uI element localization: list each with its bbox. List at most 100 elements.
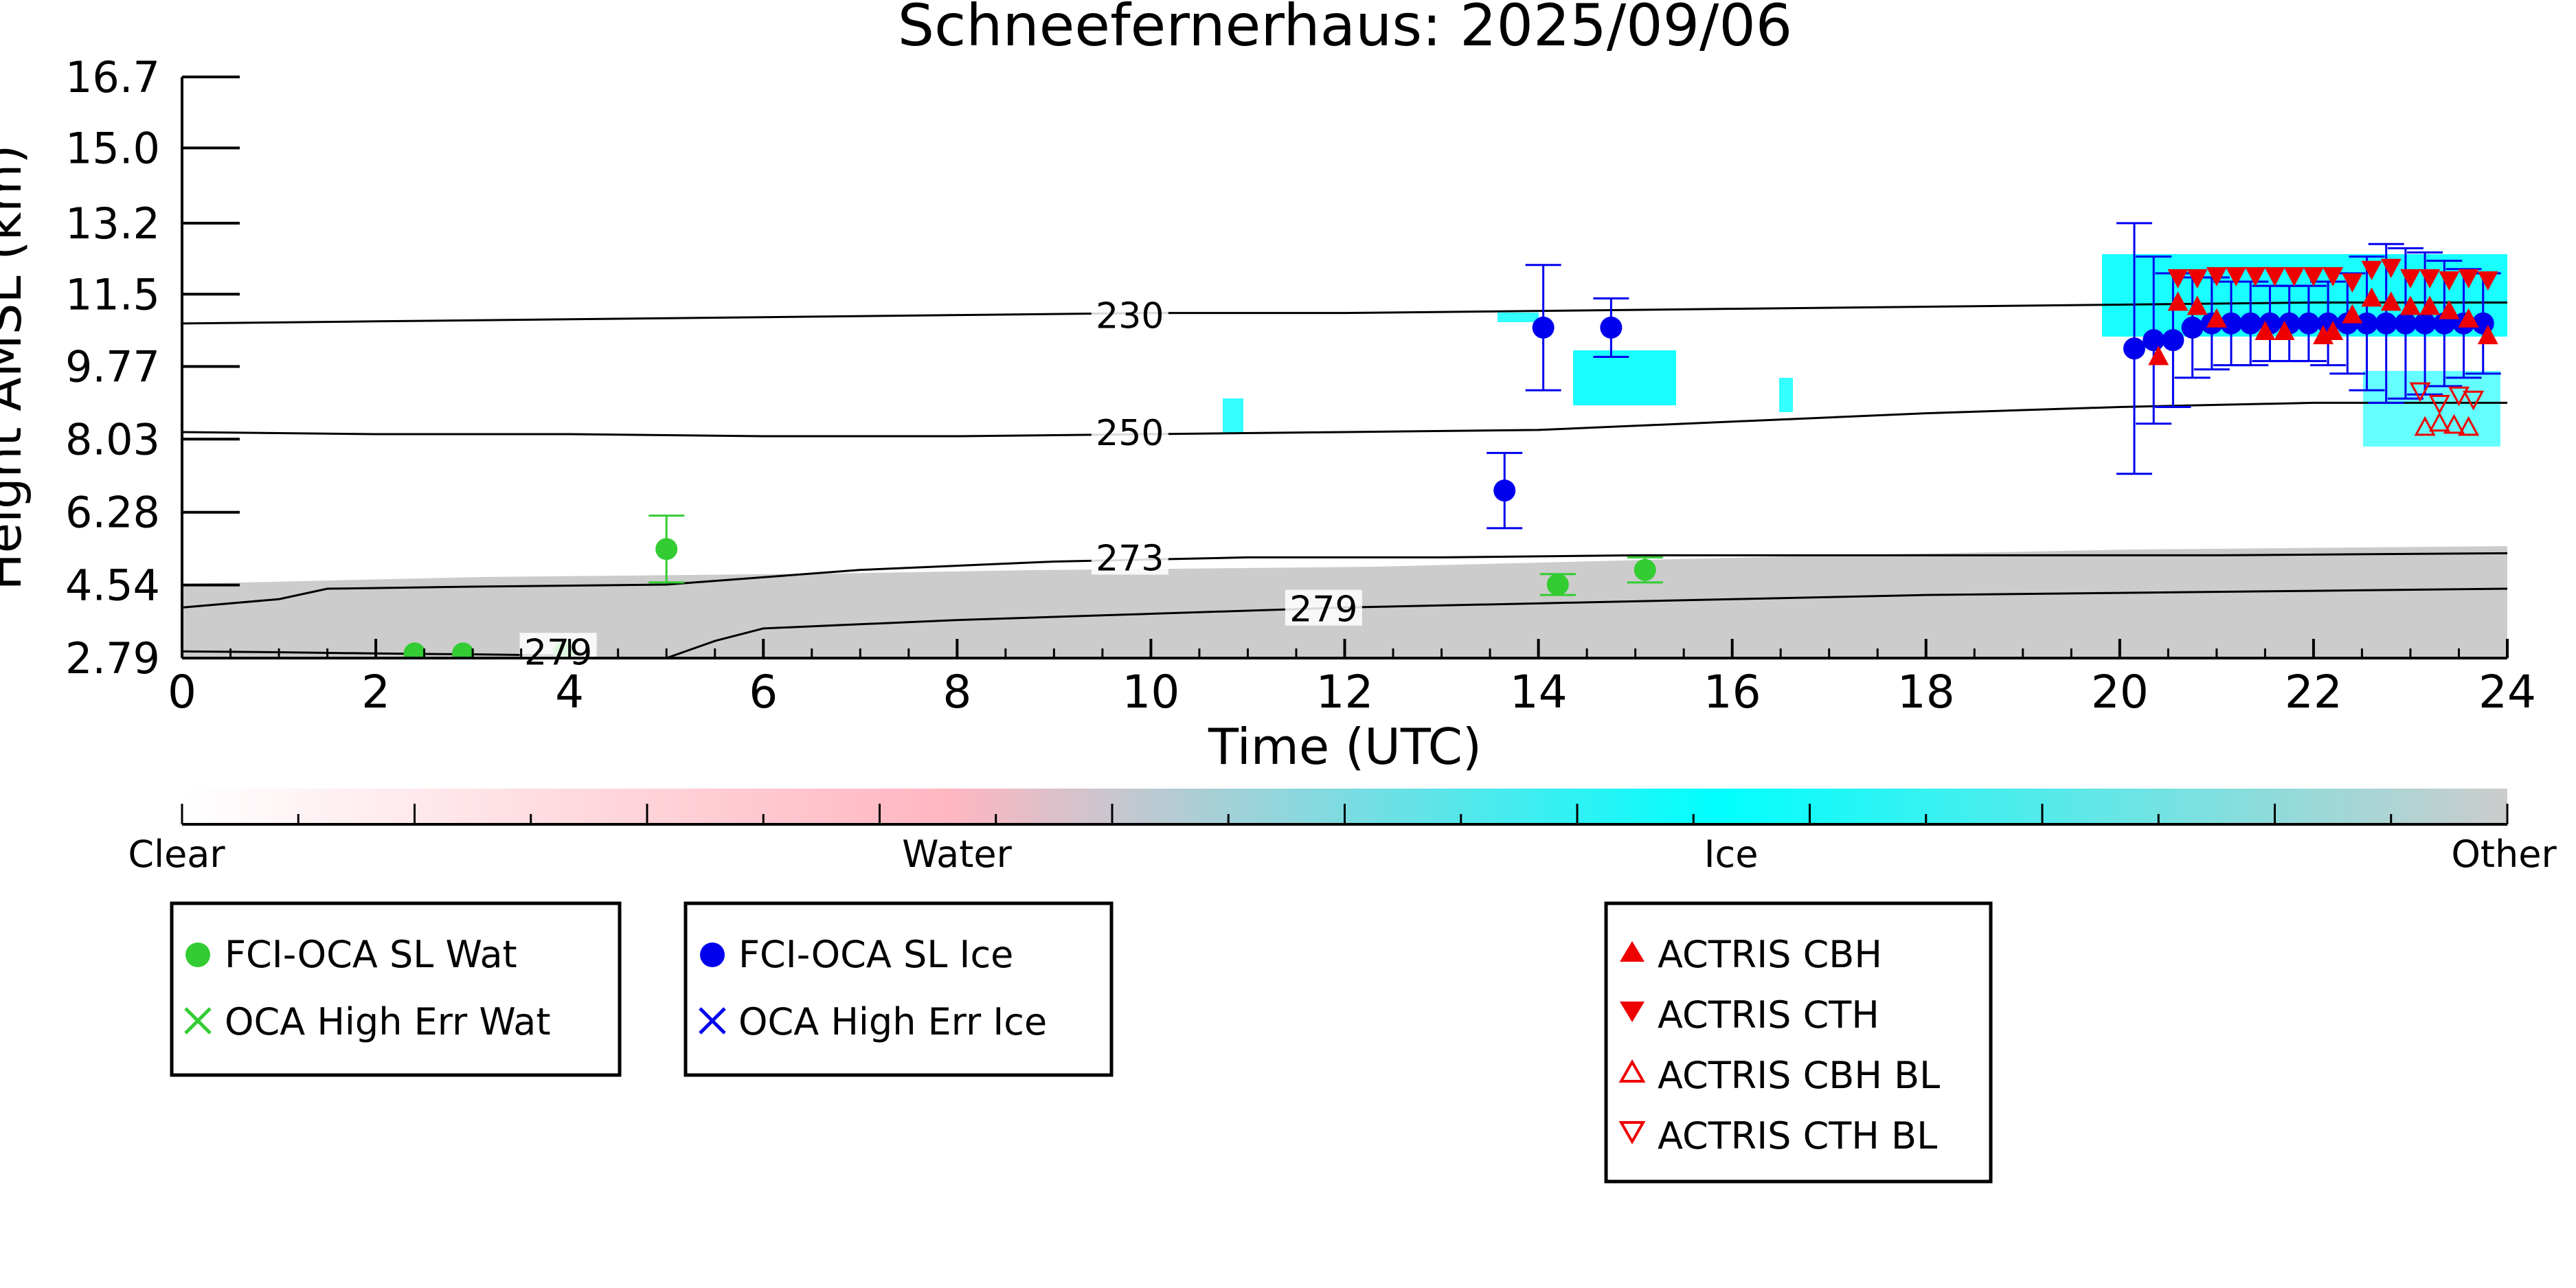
- x-tick-label: 14: [1510, 666, 1568, 719]
- y-tick-label: 4.54: [65, 561, 160, 611]
- point-marker: [2323, 320, 2344, 340]
- point-marker: [2283, 267, 2305, 286]
- colorbar: Clear Water Ice Other: [128, 789, 2557, 876]
- legend-label: ACTRIS CBH: [1658, 933, 1882, 976]
- point-marker: [2458, 269, 2479, 289]
- point-marker: [2355, 312, 2378, 335]
- point-marker: [2380, 291, 2402, 311]
- contour-label-bg: [1091, 414, 1168, 450]
- legend-label: OCA High Err Wat: [225, 1000, 551, 1043]
- legend-circle-icon: [700, 942, 725, 967]
- x-tick-label: 0: [168, 666, 196, 719]
- point-marker: [2443, 414, 2465, 434]
- contour-label-bg: [1091, 539, 1168, 575]
- legend-label: ACTRIS CBH BL: [1658, 1054, 1940, 1097]
- point-marker: [2477, 325, 2498, 345]
- point-marker: [2245, 267, 2266, 286]
- y-tick-label: 11.5: [65, 269, 160, 319]
- x-tick-label: 24: [2478, 666, 2536, 719]
- colorbar-label-clear: Clear: [128, 833, 225, 876]
- legend-actris: ACTRIS CBH ACTRIS CTH ACTRIS CBH BL ACTR…: [1604, 901, 1993, 1184]
- legend-circle-icon: [185, 942, 210, 967]
- axes: 0 2 4 6 8 10 12 14 16 18 20 22 24 2.794.546.288.039.…: [65, 52, 2536, 719]
- contour-label: 250: [1096, 413, 1164, 454]
- point-marker: [2187, 295, 2208, 315]
- point-marker: [1634, 558, 1656, 581]
- point-marker: [2323, 267, 2344, 286]
- y-tick-label: 16.7: [65, 52, 160, 102]
- contour-label-bg: [1285, 589, 1362, 626]
- point-marker: [2342, 273, 2363, 293]
- legend-triangle-down-open-icon: [1618, 1121, 1646, 1145]
- contour-line: [182, 301, 2507, 325]
- x-axis-ticks: 0 2 4 6 8 10 12 14 16 18 20 22 24: [168, 639, 2536, 719]
- point-marker: [2419, 295, 2441, 315]
- colorbar-ticks: [181, 804, 2509, 824]
- contour-labels: 230 250 273 279 279: [519, 296, 1362, 673]
- point-marker: [655, 538, 678, 561]
- point-marker: [403, 642, 426, 658]
- point-marker: [2458, 308, 2479, 328]
- legend-label: OCA High Err Ice: [738, 1000, 1047, 1043]
- x-tick-label: 4: [555, 666, 584, 719]
- point-marker: [2394, 312, 2417, 335]
- point-marker: [2439, 300, 2460, 319]
- temperature-contours: [182, 301, 2507, 658]
- point-marker: [2342, 304, 2363, 324]
- x-tick-label: 22: [2285, 666, 2342, 719]
- point-marker: [2419, 269, 2441, 289]
- legend-label: FCI-OCA SL Wat: [225, 933, 517, 976]
- point-marker: [2167, 269, 2189, 289]
- x-tick-label: 20: [2091, 666, 2149, 719]
- point-marker: [2463, 390, 2485, 411]
- point-marker: [2375, 312, 2397, 335]
- legend-x-icon: [184, 1007, 212, 1035]
- point-marker: [2458, 416, 2480, 436]
- chart-title: Schneefernerhaus: 2025/09/06: [898, 0, 1793, 59]
- legend-label: ACTRIS CTH: [1658, 993, 1879, 1037]
- point-marker: [1546, 573, 1569, 596]
- point-marker: [1493, 479, 1516, 502]
- y-tick-label: 15.0: [65, 123, 160, 173]
- point-marker: [2187, 269, 2208, 289]
- contour-label-bg: [519, 633, 597, 669]
- point-marker: [2264, 267, 2285, 286]
- point-marker: [2428, 411, 2450, 432]
- point-marker: [452, 642, 475, 658]
- point-marker: [2361, 260, 2382, 280]
- point-marker: [2303, 267, 2324, 286]
- point-marker: [2255, 320, 2276, 340]
- contour-line: [666, 587, 2507, 658]
- point-marker: [2206, 267, 2227, 286]
- legend-label: ACTRIS CTH BL: [1658, 1114, 1937, 1157]
- point-marker: [2148, 346, 2169, 365]
- contour-line: [182, 401, 2507, 438]
- x-tick-label: 12: [1316, 666, 1374, 719]
- point-marker: [2409, 382, 2431, 403]
- point-marker: [2297, 312, 2320, 335]
- point-marker: [2439, 271, 2460, 291]
- y-axis-label: Height AMSL (km): [0, 145, 32, 591]
- x-tick-label: 18: [1897, 666, 1955, 719]
- x-tick-label: 8: [942, 666, 971, 719]
- point-marker: [2220, 312, 2243, 335]
- legend-water: FCI-OCA SL Wat OCA High Err Wat: [170, 901, 622, 1077]
- point-marker: [2414, 416, 2436, 436]
- point-marker: [2274, 320, 2295, 340]
- contour-label: 279: [524, 632, 592, 673]
- point-marker: [2428, 394, 2450, 415]
- y-axis-ticks: 2.79 4.54 6.28 8.03 9.77 11.5 13.2 15.0 16.7: [65, 52, 240, 683]
- y-tick-label: 9.77: [65, 341, 160, 392]
- point-marker: [2399, 295, 2421, 315]
- legend-ice: FCI-OCA SL Ice OCA High Err Ice: [683, 901, 1114, 1077]
- legend-label: FCI-OCA SL Ice: [738, 933, 1013, 976]
- point-marker: [2414, 312, 2437, 335]
- point-marker: [2162, 329, 2184, 352]
- y-tick-label: 6.28: [65, 488, 160, 538]
- x-tick-label: 16: [1704, 666, 1761, 719]
- colorbar-label-water: Water: [902, 833, 1012, 876]
- contour-label: 279: [1289, 589, 1357, 631]
- point-marker: [2399, 269, 2421, 289]
- x-tick-label: 6: [749, 666, 778, 719]
- point-marker: [1532, 316, 1555, 339]
